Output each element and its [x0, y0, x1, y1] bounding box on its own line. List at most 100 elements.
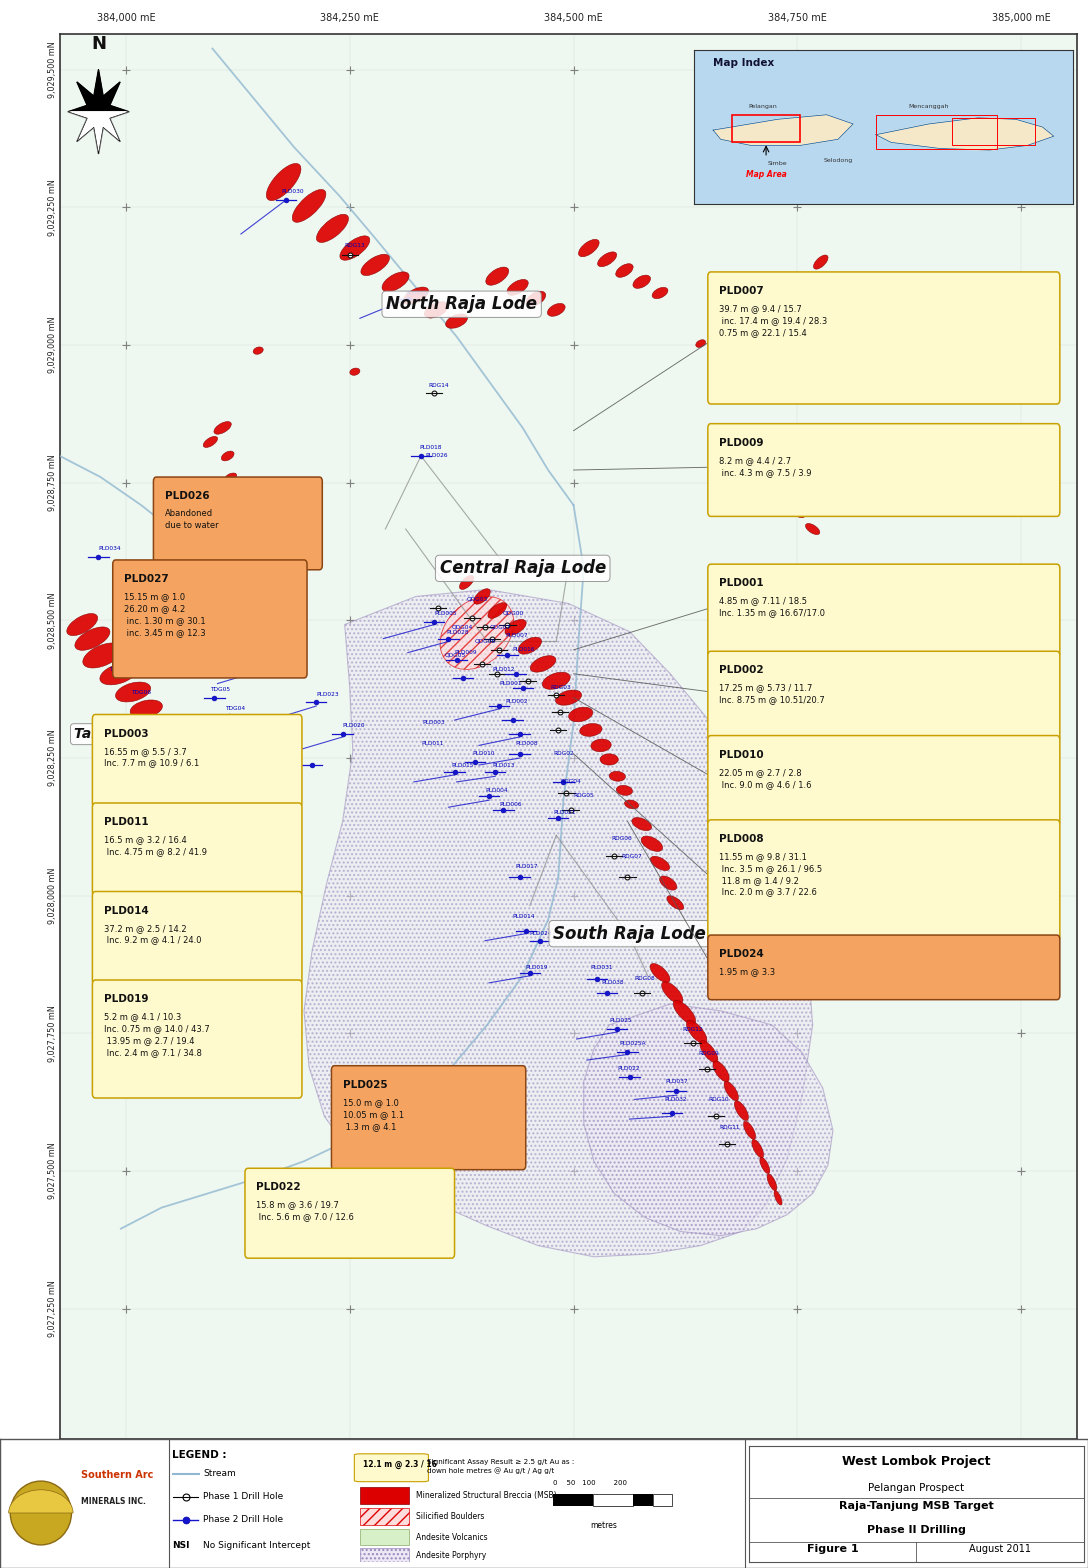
Ellipse shape: [632, 817, 652, 831]
Text: QDG03: QDG03: [467, 597, 489, 602]
Text: Map Index: Map Index: [713, 58, 775, 67]
Wedge shape: [9, 1490, 73, 1513]
Text: 22.05 m @ 2.7 / 2.8
 Inc. 9.0 m @ 4.6 / 1.6: 22.05 m @ 2.7 / 2.8 Inc. 9.0 m @ 4.6 / 1…: [719, 768, 812, 789]
Text: August 2011: August 2011: [969, 1544, 1030, 1554]
Ellipse shape: [580, 723, 602, 737]
Text: PLD001: PLD001: [719, 579, 764, 588]
Ellipse shape: [609, 771, 626, 781]
Text: RDG06: RDG06: [611, 836, 632, 840]
Text: 39.7 m @ 9.4 / 15.7
 inc. 17.4 m @ 19.4 / 28.3
0.75 m @ 22.1 / 15.4: 39.7 m @ 9.4 / 15.7 inc. 17.4 m @ 19.4 /…: [719, 304, 827, 337]
Ellipse shape: [951, 180, 963, 193]
Ellipse shape: [820, 182, 836, 196]
FancyBboxPatch shape: [708, 651, 1060, 742]
Text: Stream: Stream: [203, 1469, 236, 1479]
Text: TDG02: TDG02: [282, 737, 301, 742]
Ellipse shape: [486, 267, 509, 285]
Ellipse shape: [225, 474, 237, 481]
Ellipse shape: [879, 326, 892, 336]
Text: RDG07: RDG07: [621, 855, 642, 859]
Ellipse shape: [633, 274, 651, 289]
FancyBboxPatch shape: [708, 564, 1060, 657]
Text: TDG01: TDG01: [273, 765, 294, 770]
Ellipse shape: [10, 1482, 72, 1544]
Ellipse shape: [641, 836, 663, 851]
Text: 1.95 m @ 3.3: 1.95 m @ 3.3: [719, 967, 775, 977]
Ellipse shape: [569, 707, 593, 721]
Text: 16.5 m @ 3.2 / 16.4
 Inc. 4.75 m @ 8.2 / 41.9: 16.5 m @ 3.2 / 16.4 Inc. 4.75 m @ 8.2 / …: [103, 836, 207, 856]
Ellipse shape: [339, 235, 370, 260]
Text: PLD023: PLD023: [317, 693, 338, 698]
Polygon shape: [713, 114, 853, 146]
Ellipse shape: [759, 1157, 770, 1173]
Text: QDG05: QDG05: [444, 652, 466, 659]
Text: TDG03: TDG03: [240, 728, 261, 732]
Text: PLD025: PLD025: [343, 1080, 387, 1090]
Text: PLD028: PLD028: [446, 630, 469, 635]
Text: 9,029,000 mN: 9,029,000 mN: [48, 317, 57, 373]
Text: Figure 1: Figure 1: [806, 1544, 858, 1554]
Ellipse shape: [734, 1101, 749, 1121]
Text: PLD024: PLD024: [530, 931, 553, 936]
Ellipse shape: [424, 301, 448, 318]
Ellipse shape: [844, 293, 860, 304]
Text: Map Area: Map Area: [745, 169, 787, 179]
Text: Pelangan: Pelangan: [747, 103, 777, 108]
Ellipse shape: [144, 715, 172, 731]
Ellipse shape: [895, 340, 908, 350]
Text: Southern Arc: Southern Arc: [82, 1469, 153, 1480]
Text: 0    50   100        200: 0 50 100 200: [553, 1480, 627, 1486]
Text: PLD006: PLD006: [499, 801, 522, 808]
Ellipse shape: [667, 895, 683, 909]
Text: 11.55 m @ 9.8 / 31.1
 Inc. 3.5 m @ 26.1 / 96.5
 11.8 m @ 1.4 / 9.2
 Inc. 2.0 m @: 11.55 m @ 9.8 / 31.1 Inc. 3.5 m @ 26.1 /…: [719, 851, 823, 897]
Text: PLD026: PLD026: [164, 491, 209, 502]
Text: PLD019: PLD019: [103, 994, 148, 1004]
Text: 15.0 m @ 1.0
10.05 m @ 1.1
 1.3 m @ 4.1: 15.0 m @ 1.0 10.05 m @ 1.1 1.3 m @ 4.1: [343, 1098, 404, 1131]
Text: PLD036: PLD036: [129, 582, 151, 586]
Text: PLD020: PLD020: [343, 723, 366, 728]
Ellipse shape: [459, 575, 474, 590]
Text: PLD002: PLD002: [719, 665, 764, 676]
Text: 384,500 mE: 384,500 mE: [544, 13, 603, 24]
Bar: [732, 114, 800, 143]
Text: TDG06: TDG06: [131, 690, 151, 695]
Ellipse shape: [712, 354, 720, 361]
Text: RDG03: RDG03: [551, 685, 571, 690]
Ellipse shape: [317, 215, 348, 243]
Text: QDG00: QDG00: [503, 612, 523, 616]
Text: QDG06: QDG06: [474, 638, 496, 644]
Text: RDG02: RDG02: [553, 751, 574, 756]
Text: PLD003: PLD003: [103, 729, 148, 739]
Bar: [360, 1529, 408, 1546]
Ellipse shape: [293, 190, 326, 223]
Text: 9,027,250 mN: 9,027,250 mN: [48, 1281, 57, 1338]
Ellipse shape: [687, 1021, 707, 1044]
Text: PLD007: PLD007: [506, 633, 528, 638]
Text: PLD017: PLD017: [516, 864, 539, 869]
Ellipse shape: [985, 748, 997, 760]
Ellipse shape: [938, 168, 952, 182]
Ellipse shape: [752, 1140, 764, 1157]
Text: 12.1 m @ 2.3 / 16: 12.1 m @ 2.3 / 16: [363, 1460, 436, 1469]
Text: RDG11: RDG11: [719, 1124, 740, 1131]
Polygon shape: [67, 111, 129, 154]
FancyBboxPatch shape: [92, 803, 302, 895]
Ellipse shape: [616, 263, 633, 278]
Text: PLD011: PLD011: [103, 817, 148, 826]
Text: metres: metres: [591, 1521, 618, 1530]
Text: PLD038: PLD038: [601, 980, 623, 985]
Ellipse shape: [827, 273, 843, 287]
Text: PLD022: PLD022: [617, 1066, 640, 1071]
Text: 9,029,250 mN: 9,029,250 mN: [48, 179, 57, 235]
FancyBboxPatch shape: [92, 980, 302, 1098]
Ellipse shape: [805, 524, 819, 535]
Ellipse shape: [650, 963, 670, 983]
Text: 9,028,750 mN: 9,028,750 mN: [48, 455, 57, 511]
Ellipse shape: [254, 347, 263, 354]
Ellipse shape: [404, 287, 429, 304]
Text: PLD025A: PLD025A: [619, 1041, 646, 1046]
Text: PLD034: PLD034: [99, 546, 121, 552]
Ellipse shape: [203, 436, 218, 447]
Text: RDG13: RDG13: [345, 243, 366, 248]
Text: Selodong: Selodong: [824, 158, 853, 163]
Text: PLD009: PLD009: [719, 437, 764, 448]
